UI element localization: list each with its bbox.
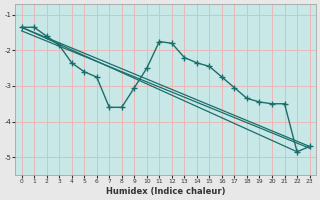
- X-axis label: Humidex (Indice chaleur): Humidex (Indice chaleur): [106, 187, 225, 196]
